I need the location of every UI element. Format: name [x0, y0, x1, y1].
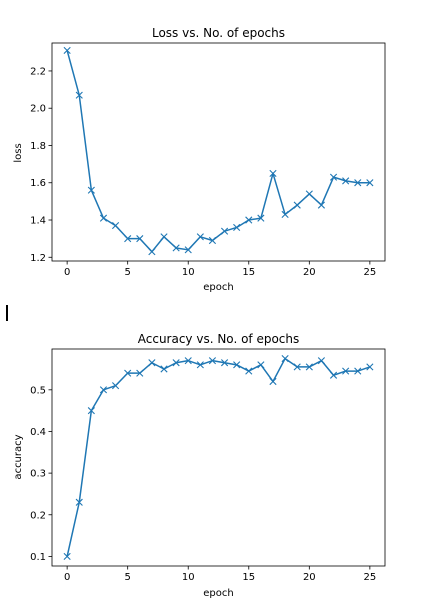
- accuracy-data-point: [87, 407, 95, 415]
- accuracy-y-tick-label: 0.3: [30, 469, 46, 480]
- loss-axes-frame: [51, 42, 386, 262]
- loss-data-point: [293, 201, 301, 209]
- accuracy-x-tick-label: 5: [124, 572, 130, 583]
- loss-x-tick-label: 20: [303, 267, 316, 278]
- accuracy-data-point: [172, 359, 180, 367]
- accuracy-data-point: [99, 386, 108, 394]
- accuracy-y-tick-label: 0.1: [30, 552, 46, 563]
- loss-data-point: [366, 179, 374, 187]
- loss-y-tick-label: 1.2: [30, 253, 46, 264]
- accuracy-data-point: [305, 363, 313, 371]
- loss-data-point: [233, 223, 241, 232]
- loss-data-point: [354, 179, 362, 187]
- loss-data-point: [136, 235, 144, 243]
- loss-data-point: [75, 91, 83, 99]
- loss-data-point: [87, 186, 95, 194]
- loss-data-point: [148, 248, 156, 256]
- loss-data-point: [208, 236, 217, 245]
- loss-y-tick-label: 1.6: [30, 178, 46, 189]
- loss-data-point: [281, 210, 289, 219]
- loss-chart-title: Loss vs. No. of epochs: [152, 26, 285, 40]
- accuracy-x-tick-label: 10: [182, 572, 195, 583]
- accuracy-data-point: [354, 367, 362, 375]
- loss-data-point: [124, 235, 132, 243]
- loss-data-point: [63, 46, 71, 55]
- accuracy-data-point: [220, 359, 229, 367]
- loss-y-tick-label: 2.2: [30, 66, 46, 77]
- accuracy-data-point: [148, 359, 156, 367]
- accuracy-data-point: [317, 357, 326, 365]
- accuracy-axes-frame: [51, 348, 386, 567]
- accuracy-x-tick-label: 0: [64, 572, 70, 583]
- accuracy-x-axis-label: epoch: [203, 588, 233, 599]
- accuracy-data-point: [281, 354, 289, 363]
- loss-x-axis-label: epoch: [203, 282, 233, 293]
- accuracy-data-point: [208, 357, 217, 365]
- accuracy-data-point: [233, 361, 241, 369]
- loss-x-tick-label: 0: [64, 267, 70, 278]
- loss-y-tick-label: 1.8: [30, 141, 46, 152]
- loss-data-point: [317, 201, 326, 209]
- loss-data-point: [111, 222, 120, 230]
- accuracy-y-axis-label: accuracy: [13, 434, 24, 479]
- accuracy-data-point: [111, 382, 120, 390]
- accuracy-chart-title: Accuracy vs. No. of epochs: [138, 332, 300, 346]
- loss-data-point: [160, 233, 168, 241]
- loss-data-point: [172, 244, 180, 252]
- loss-x-tick-label: 15: [242, 267, 255, 278]
- accuracy-data-point: [196, 361, 204, 369]
- accuracy-data-point: [184, 357, 192, 365]
- accuracy-x-tick-label: 15: [242, 572, 255, 583]
- accuracy-data-point: [124, 369, 132, 377]
- accuracy-y-tick-label: 0.5: [30, 385, 46, 396]
- loss-x-tick-label: 25: [363, 267, 376, 278]
- loss-data-point: [269, 169, 277, 178]
- accuracy-data-point: [342, 367, 350, 375]
- accuracy-data-point: [245, 367, 253, 375]
- loss-y-axis-label: loss: [13, 143, 24, 162]
- loss-data-point: [305, 190, 313, 198]
- loss-y-tick-label: 1.4: [30, 216, 46, 227]
- accuracy-data-point: [366, 363, 374, 371]
- accuracy-data-point: [329, 371, 338, 379]
- accuracy-y-tick-label: 0.4: [30, 427, 46, 438]
- loss-x-tick-label: 5: [124, 267, 130, 278]
- loss-y-tick-label: 2.0: [30, 104, 46, 115]
- loss-data-point: [257, 214, 265, 222]
- accuracy-data-point: [136, 369, 144, 377]
- loss-data-point: [245, 216, 253, 224]
- loss-data-point: [99, 214, 108, 222]
- accuracy-x-tick-label: 20: [303, 572, 316, 583]
- loss-data-point: [220, 227, 229, 235]
- accuracy-data-point: [63, 552, 71, 561]
- accuracy-y-tick-label: 0.2: [30, 510, 46, 521]
- text-cursor-mark: [6, 305, 8, 321]
- loss-data-point: [342, 177, 350, 185]
- accuracy-data-point: [257, 361, 265, 369]
- loss-data-point: [196, 233, 204, 241]
- accuracy-data-point: [160, 365, 168, 373]
- loss-data-point: [329, 173, 338, 181]
- accuracy-data-point: [293, 363, 301, 371]
- loss-x-tick-label: 10: [182, 267, 195, 278]
- accuracy-x-tick-label: 25: [363, 572, 376, 583]
- accuracy-data-point: [75, 498, 83, 506]
- loss-data-point: [184, 246, 192, 254]
- accuracy-data-point: [269, 377, 277, 386]
